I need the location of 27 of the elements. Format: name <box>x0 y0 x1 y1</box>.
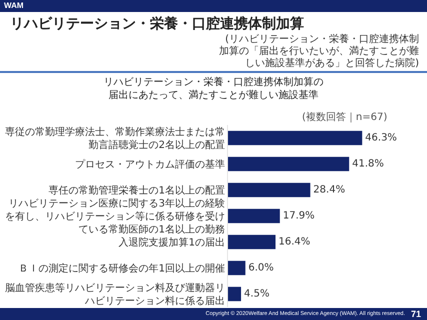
text: (リハビリテーション・栄養・口腔連携体制加算の「届出を行いたいが、満たすことが難しい施設基準がある」と回答した病院) <box>0 34 427 73</box>
chart-title: リハビリテーション・栄養・口腔連携体制加算 <box>9 15 305 34</box>
y-tick-label: 脳血管疾患等リハビリテーション料及び運動器リハビリテーション料に係る届出 <box>5 282 225 307</box>
bar <box>228 260 246 276</box>
text: (複数回答｜n=67) <box>302 111 388 123</box>
data-label: 6.0% <box>248 262 274 274</box>
bar <box>228 208 280 224</box>
bar <box>228 234 276 250</box>
data-label: 17.9% <box>282 210 315 222</box>
chart-subtitle: リハビリテーション・栄養・口腔連携体制加算の届出にあたって、満たすことが難しい施設基準 <box>104 76 324 101</box>
bar <box>228 182 310 198</box>
data-label: 41.8% <box>352 158 384 170</box>
data-label: 46.3% <box>365 132 397 144</box>
y-tick-label: 入退院支援加算1の届出 <box>118 236 225 248</box>
text: WAM <box>0 0 427 12</box>
data-label: 4.5% <box>244 288 270 300</box>
bar <box>228 130 362 146</box>
data-label: 16.4% <box>278 236 310 248</box>
y-tick-label: プロセス・アウトカム評価の基準 <box>75 158 225 170</box>
y-tick-label: リハビリテーション医療に関する3年以上の経験を有し、リハビリテーション等に係る研修を受けている常勤医師の1名以上の勤務 <box>5 198 225 236</box>
data-label: 28.4% <box>313 184 346 196</box>
text: 71 <box>410 309 421 319</box>
y-tick-label: ＢＩの測定に関する研修会の年1回以上の開催 <box>18 262 225 274</box>
bar <box>228 286 242 302</box>
y-tick-label: 専任の常勤管理栄養士の1名以上の配置 <box>48 184 225 196</box>
y-tick-label: 専従の常勤理学療法士、常勤作業療法士または常勤言語聴覚士の2名以上の配置 <box>5 126 225 151</box>
bar <box>228 156 350 172</box>
